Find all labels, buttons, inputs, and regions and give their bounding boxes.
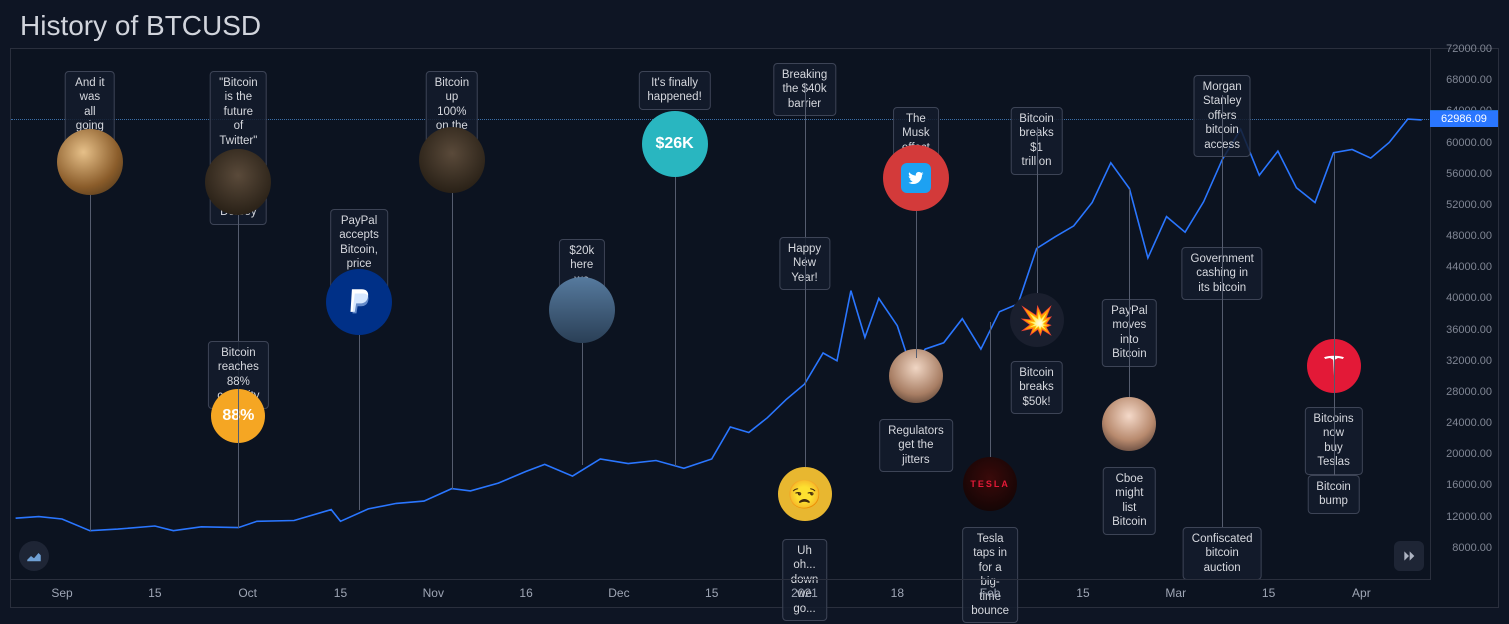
y-tick-label: 40000.00 bbox=[1446, 292, 1492, 304]
annotation-label[interactable]: Confiscated bitcoin auction bbox=[1183, 527, 1262, 580]
area-chart-icon bbox=[25, 547, 43, 565]
y-tick-label: 68000.00 bbox=[1446, 74, 1492, 86]
annotation-bubble[interactable]: 88% bbox=[211, 389, 265, 443]
y-tick-label: 56000.00 bbox=[1446, 168, 1492, 180]
annotation-bubble[interactable]: TESLA bbox=[963, 457, 1017, 511]
y-tick-label: 12000.00 bbox=[1446, 511, 1492, 523]
y-tick-label: 8000.00 bbox=[1452, 542, 1492, 554]
page-title: History of BTCUSD bbox=[0, 0, 1509, 48]
x-axis: Sep 15 Oct 15 Nov 16 Dec 15 2021 18 Feb 15 Mar 15 Apr bbox=[11, 579, 1431, 607]
annotation-bubble[interactable] bbox=[549, 277, 615, 343]
y-tick-label: 44000.00 bbox=[1446, 261, 1492, 273]
scroll-right-button[interactable] bbox=[1394, 541, 1424, 571]
chart-logo-button[interactable] bbox=[19, 541, 49, 571]
x-tick-label: 15 bbox=[334, 586, 347, 600]
annotation-label[interactable]: Regulators get the jitters bbox=[879, 419, 953, 472]
x-tick-label: 15 bbox=[705, 586, 718, 600]
y-axis: 72000.0068000.0064000.0060000.0056000.00… bbox=[1430, 49, 1498, 579]
annotation-label[interactable]: Bitcoin bump bbox=[1307, 475, 1360, 514]
annotation-bubble[interactable]: $26K bbox=[642, 111, 708, 177]
annotation-bubble[interactable] bbox=[889, 349, 943, 403]
y-tick-label: 60000.00 bbox=[1446, 137, 1492, 149]
y-tick-label: 48000.00 bbox=[1446, 230, 1492, 242]
annotation-label[interactable]: Bitcoin breaks $50k! bbox=[1010, 361, 1063, 414]
annotation-label[interactable]: Morgan Stanley offers bitcoin access bbox=[1194, 75, 1251, 157]
price-badge: 62986.09 bbox=[1430, 111, 1498, 127]
x-tick-label: Mar bbox=[1165, 586, 1186, 600]
x-tick-label: 15 bbox=[1262, 586, 1275, 600]
x-tick-label: Nov bbox=[423, 586, 444, 600]
x-tick-label: Feb bbox=[980, 586, 1001, 600]
annotation-bubble[interactable]: 💥 bbox=[1010, 293, 1064, 347]
annotation-label[interactable]: Tesla taps in for a big-time bounce bbox=[962, 527, 1018, 623]
annotation-bubble[interactable] bbox=[1102, 397, 1156, 451]
annotation-bubble[interactable] bbox=[419, 127, 485, 193]
annotation-bubble[interactable]: 😒 bbox=[778, 467, 832, 521]
x-tick-label: Sep bbox=[51, 586, 72, 600]
chart-container: And it was all going so well...."Bitcoin… bbox=[10, 48, 1499, 608]
annotation-bubble[interactable] bbox=[883, 145, 949, 211]
y-tick-label: 36000.00 bbox=[1446, 324, 1492, 336]
y-tick-label: 32000.00 bbox=[1446, 355, 1492, 367]
plot-area: And it was all going so well...."Bitcoin… bbox=[11, 49, 1431, 579]
annotation-label[interactable]: Happy New Year! bbox=[779, 237, 830, 290]
annotation-label[interactable]: Bitcoin breaks $1 trillion bbox=[1010, 107, 1063, 175]
x-tick-label: Apr bbox=[1352, 586, 1371, 600]
x-tick-label: 18 bbox=[891, 586, 904, 600]
annotation-label[interactable]: It's finally happened! bbox=[638, 71, 710, 110]
annotation-bubble[interactable] bbox=[326, 269, 392, 335]
annotation-label[interactable]: Cboe might list Bitcoin bbox=[1103, 467, 1156, 535]
y-tick-label: 72000.00 bbox=[1446, 43, 1492, 55]
y-tick-label: 52000.00 bbox=[1446, 199, 1492, 211]
annotation-bubble[interactable] bbox=[205, 149, 271, 215]
double-chevron-right-icon bbox=[1401, 548, 1417, 564]
annotation-label[interactable]: Breaking the $40k barrier bbox=[773, 63, 836, 116]
y-tick-label: 24000.00 bbox=[1446, 417, 1492, 429]
x-tick-label: Dec bbox=[608, 586, 629, 600]
annotation-label[interactable]: PayPal moves into Bitcoin bbox=[1102, 299, 1156, 367]
x-tick-label: 15 bbox=[148, 586, 161, 600]
annotation-label[interactable]: Bitcoins now buy Teslas bbox=[1304, 407, 1362, 475]
annotation-bubble[interactable] bbox=[57, 129, 123, 195]
y-tick-label: 20000.00 bbox=[1446, 448, 1492, 460]
y-tick-label: 28000.00 bbox=[1446, 386, 1492, 398]
annotation-label[interactable]: Government cashing in its bitcoin bbox=[1182, 247, 1263, 300]
annotation-bubble[interactable] bbox=[1307, 339, 1361, 393]
x-tick-label: 2021 bbox=[791, 586, 818, 600]
x-tick-label: Oct bbox=[238, 586, 257, 600]
x-tick-label: 16 bbox=[519, 586, 532, 600]
x-tick-label: 15 bbox=[1076, 586, 1089, 600]
y-tick-label: 16000.00 bbox=[1446, 479, 1492, 491]
